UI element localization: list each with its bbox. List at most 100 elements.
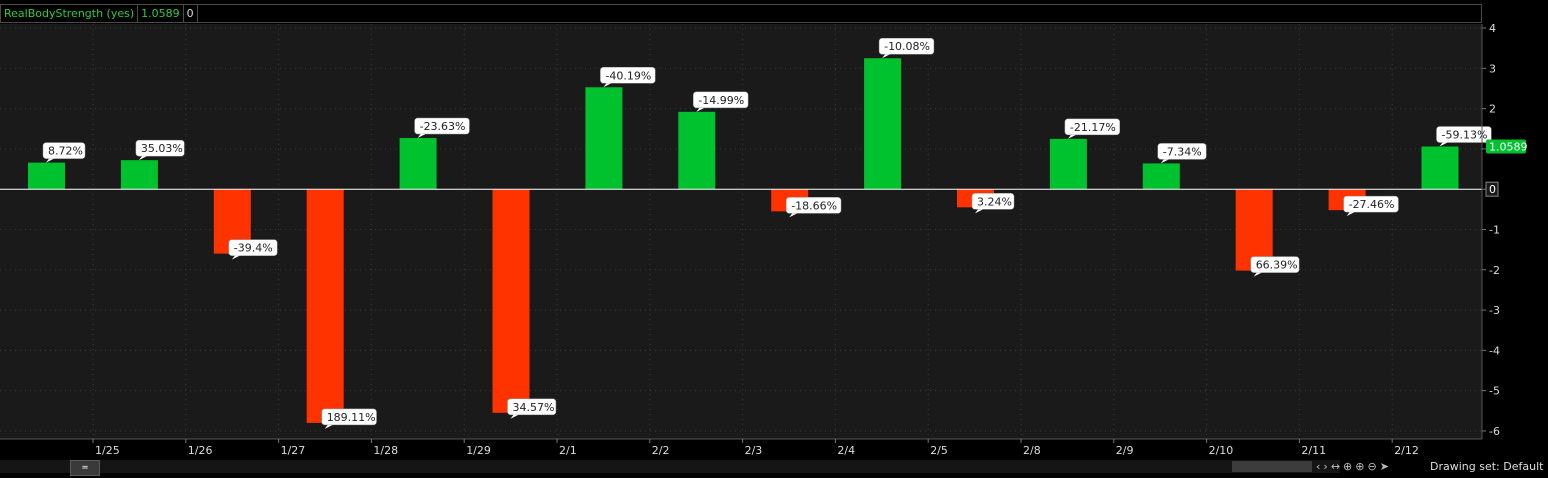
- pointer-icon[interactable]: ➤: [1379, 460, 1389, 473]
- callout-pointer: [603, 83, 612, 88]
- zero-value-tag: 0: [1485, 181, 1499, 197]
- bar-callout: 34.57%: [507, 398, 557, 419]
- bar-callout: 8.72%: [42, 142, 86, 163]
- zoom-in-icon[interactable]: ⊕: [1355, 460, 1365, 473]
- bar-callout: 3.24%: [971, 193, 1015, 214]
- x-tick-label: 1/29: [466, 444, 491, 457]
- y-tick-label: -2: [1489, 264, 1500, 277]
- callout-label: -59.13%: [1442, 129, 1488, 142]
- bar-callout: -10.08%: [878, 37, 935, 59]
- callout-box: [785, 197, 842, 214]
- callout-pointer: [1346, 212, 1355, 217]
- x-tick-label: 2/11: [1301, 444, 1326, 457]
- bar: [1142, 163, 1180, 190]
- scroll-thumb[interactable]: [1232, 461, 1312, 472]
- callout-label: -39.4%: [234, 242, 273, 255]
- x-tick-label: 2/8: [1023, 444, 1041, 457]
- callout-label: 35.03%: [141, 142, 183, 155]
- y-tick-label: 2: [1489, 103, 1496, 116]
- crosshair-icon[interactable]: ⊕: [1343, 460, 1353, 473]
- callout-label: 3.24%: [977, 195, 1012, 208]
- callout-box: [971, 193, 1015, 210]
- callout-label: 189.11%: [327, 411, 376, 424]
- last-value-label: 1.0589: [1489, 141, 1528, 154]
- callout-label: -21.17%: [1070, 121, 1116, 134]
- callout-box: [414, 117, 470, 135]
- expand-icon[interactable]: ↔: [1330, 460, 1341, 473]
- study-title[interactable]: RealBodyStrength (yes): [0, 4, 139, 23]
- x-tick-label: 2/9: [1116, 444, 1134, 457]
- chart-tools: ‹ › ↔ ⊕ ⊕ ⊖ ➤: [1316, 460, 1389, 474]
- callout-box: [42, 142, 86, 159]
- callout-pointer: [882, 54, 891, 59]
- bar-callout: 35.03%: [135, 139, 185, 161]
- callout-label: -7.34%: [1163, 145, 1202, 158]
- bar-callout: -21.17%: [1064, 118, 1120, 139]
- study-current-value: 1.0589: [137, 4, 184, 23]
- callout-label: 66.39%: [1256, 259, 1298, 272]
- x-axis-ticks: 1/25 1/26 1/27 1/28 1/29 2/1 2/2 2/3 2/4 2/5 2/8 2/…: [92, 439, 1419, 457]
- y-tick-label: -5: [1489, 385, 1500, 398]
- y-tick-label: -6: [1489, 425, 1500, 438]
- callout-box: [1157, 143, 1207, 160]
- bar-callout: -14.99%: [693, 91, 749, 112]
- callout-label: 34.57%: [513, 401, 555, 414]
- bar-callout: -23.63%: [414, 117, 470, 139]
- x-tick-label: 1/26: [188, 444, 213, 457]
- horizontal-scrollbar[interactable]: [0, 460, 1340, 473]
- callout-box: [135, 139, 185, 157]
- x-tick-label: 2/3: [745, 444, 763, 457]
- callout-pointer: [138, 156, 147, 161]
- x-tick-label: 2/4: [837, 444, 855, 457]
- y-tick-label: -1: [1489, 223, 1500, 236]
- callout-label: 8.72%: [48, 145, 83, 158]
- bar: [1421, 146, 1459, 190]
- bar-callout: 189.11%: [321, 408, 377, 429]
- bar: [306, 189, 344, 423]
- scroll-right-icon[interactable]: ›: [1323, 460, 1328, 473]
- callout-pointer: [1067, 134, 1076, 139]
- bar: [585, 87, 623, 190]
- bar: [1049, 138, 1087, 190]
- callout-box: [507, 398, 557, 416]
- callout-box: [228, 239, 278, 256]
- callout-box: [693, 91, 749, 109]
- callout-pointer: [1253, 272, 1262, 277]
- callout-pointer: [231, 255, 240, 260]
- zero-value-label: 0: [1489, 183, 1496, 196]
- bar: [678, 111, 716, 190]
- x-tick-label: 2/5: [930, 444, 948, 457]
- callout-box: [878, 37, 935, 55]
- scroll-handle[interactable]: ≖: [70, 460, 100, 476]
- bar: [864, 58, 902, 190]
- callout-pointer: [324, 424, 333, 429]
- y-tick-label: 4: [1489, 22, 1496, 35]
- x-tick-label: 2/12: [1394, 444, 1419, 457]
- callout-label: -40.19%: [605, 69, 651, 82]
- y-tick-label: -3: [1489, 304, 1500, 317]
- study-zero-value: 0: [182, 4, 198, 23]
- y-axis-ticks: 4321-1-2-3-4-5-6: [1482, 22, 1500, 438]
- bar-callout: -18.66%: [785, 197, 842, 218]
- bar: [399, 138, 437, 190]
- callout-box: [600, 67, 656, 84]
- bar-callout: -59.13%: [1436, 126, 1492, 147]
- drawing-set-selector[interactable]: Drawing set: Default: [1430, 460, 1544, 473]
- callout-label: -18.66%: [791, 199, 837, 212]
- x-tick-label: 1/25: [95, 444, 120, 457]
- grid-lines: [0, 24, 1482, 439]
- callout-pointer: [46, 158, 54, 163]
- callout-pointer: [417, 134, 426, 139]
- callout-box: [321, 408, 377, 426]
- callout-box: [1343, 195, 1399, 213]
- x-tick-label: 1/27: [281, 444, 306, 457]
- callout-pointer: [1439, 142, 1448, 147]
- callout-pointer: [1160, 159, 1169, 164]
- callout-box: [1064, 118, 1120, 136]
- bar-callout: -39.4%: [228, 239, 278, 260]
- scroll-left-icon[interactable]: ‹: [1316, 460, 1321, 473]
- callout-box: [1436, 126, 1492, 143]
- zoom-out-icon[interactable]: ⊖: [1367, 460, 1377, 473]
- callout-box: [1250, 256, 1300, 273]
